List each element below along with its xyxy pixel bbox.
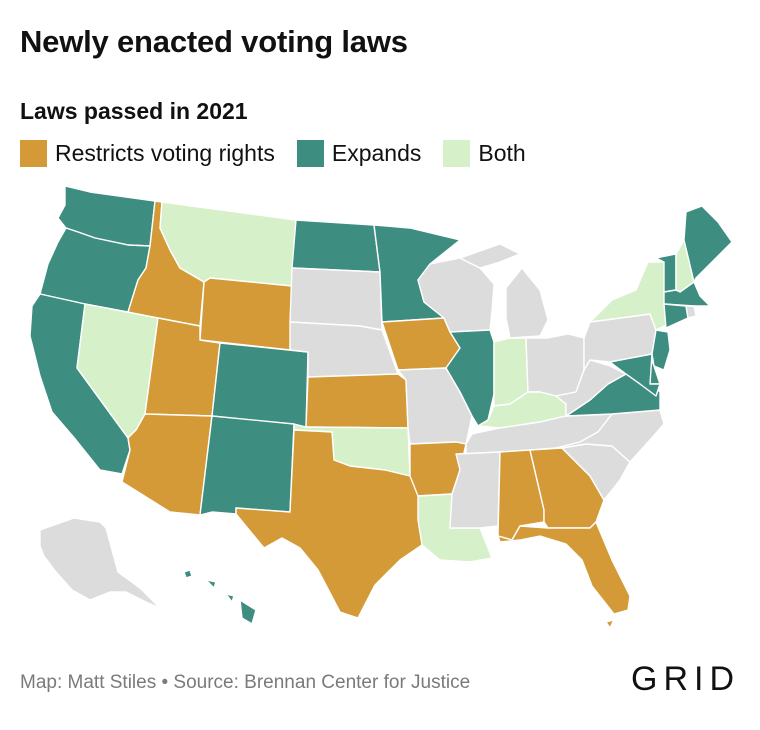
legend-label-restricts: Restricts voting rights	[55, 140, 275, 166]
state-NJ[interactable]	[651, 329, 671, 371]
page-title: Newly enacted voting laws	[20, 24, 408, 59]
legend-label-expands: Expands	[331, 140, 422, 166]
legend-item-expands: Expands	[296, 140, 422, 167]
state-ME[interactable]	[683, 205, 733, 283]
state-SD[interactable]	[289, 267, 383, 331]
state-WY[interactable]	[199, 277, 293, 351]
grid-logo: GRID	[631, 660, 740, 698]
state-NC[interactable]	[555, 409, 665, 463]
legend-item-restricts: Restricts voting rights	[20, 140, 275, 167]
source-credit: Map: Matt Stiles • Source: Brennan Cente…	[20, 672, 471, 693]
state-NM[interactable]	[199, 415, 295, 516]
legend: Restricts voting rights Expands Both	[20, 140, 548, 167]
legend-swatch-expands	[296, 140, 324, 167]
state-ND[interactable]	[291, 219, 381, 273]
legend-swatch-restricts	[20, 140, 47, 167]
state-MI[interactable]	[459, 243, 549, 339]
state-MD[interactable]	[609, 353, 661, 397]
us-state-map	[29, 185, 733, 629]
state-CT[interactable]	[663, 303, 689, 329]
legend-swatch-both	[443, 140, 471, 167]
legend-item-both: Both	[443, 140, 526, 167]
state-RI[interactable]	[685, 305, 697, 319]
state-FL[interactable]	[497, 521, 631, 629]
state-OH[interactable]	[525, 333, 585, 397]
legend-label-both: Both	[478, 140, 526, 166]
state-CO[interactable]	[211, 342, 309, 428]
state-AK[interactable]	[39, 517, 161, 609]
state-HI[interactable]	[183, 569, 257, 625]
map-subtitle: Laws passed in 2021	[20, 98, 248, 124]
state-KS[interactable]	[305, 373, 409, 429]
state-TX[interactable]	[235, 429, 423, 619]
